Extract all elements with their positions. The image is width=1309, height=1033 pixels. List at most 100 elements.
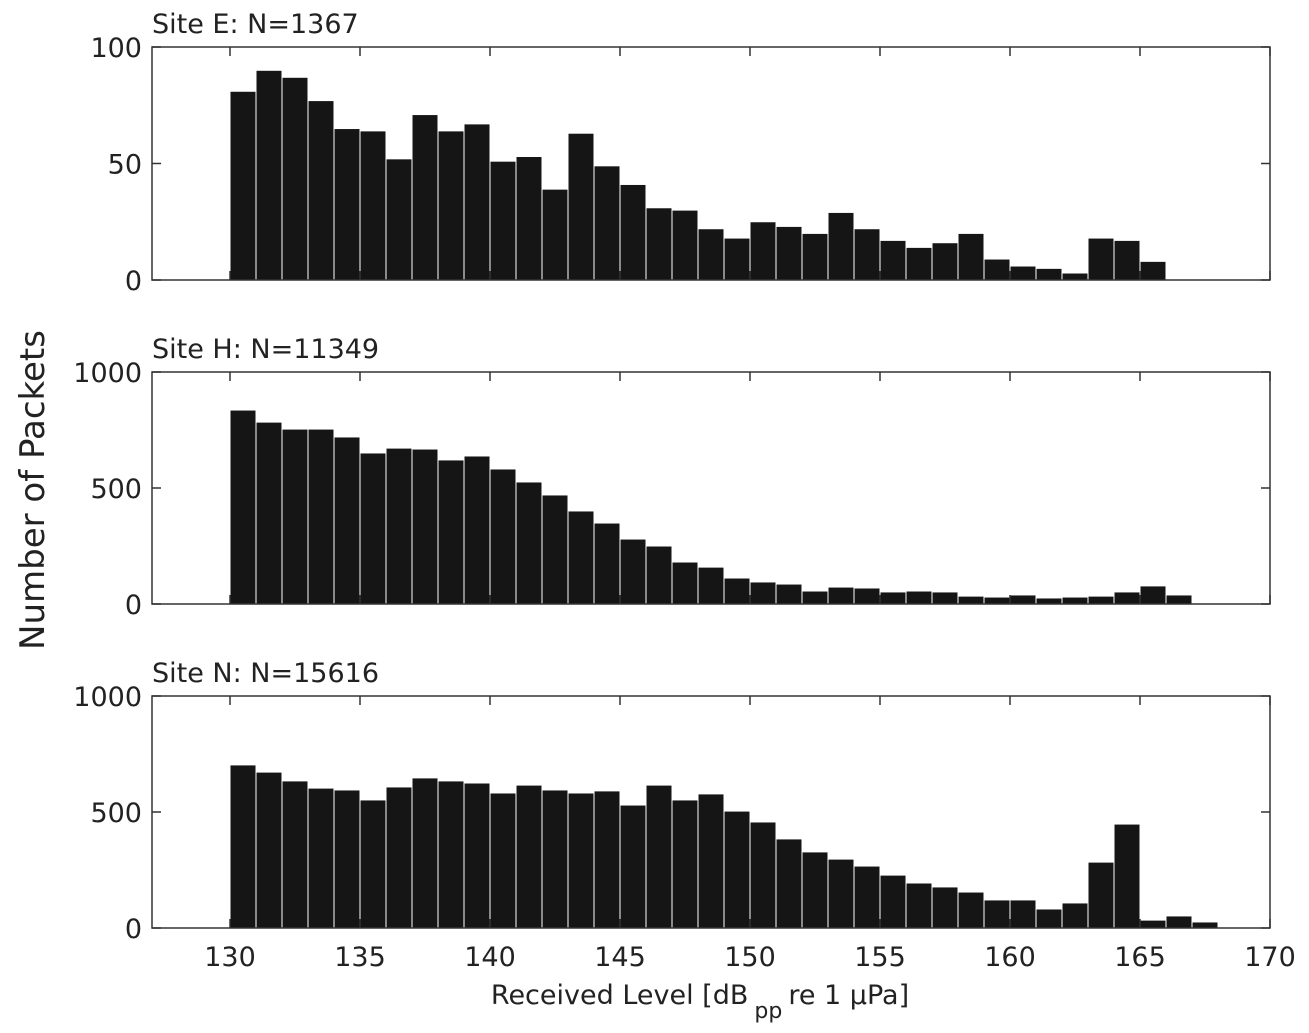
bar [645, 207, 673, 281]
chart-title: Site H: N=11349 [152, 334, 379, 365]
bar [853, 228, 881, 281]
x-tick-label: 140 [464, 942, 516, 973]
bar [1139, 585, 1167, 605]
bar [1113, 823, 1141, 929]
bar [281, 76, 309, 281]
bar [697, 228, 725, 281]
bar [957, 595, 985, 605]
bar [671, 209, 699, 281]
bar [905, 590, 933, 605]
bar [1165, 594, 1193, 605]
bar [1139, 919, 1167, 929]
bar [801, 851, 829, 929]
bar [359, 130, 387, 281]
bar [931, 886, 959, 929]
bar [255, 69, 283, 281]
bar [1139, 260, 1167, 281]
bar [255, 771, 283, 929]
bar [229, 409, 257, 605]
bar [515, 481, 543, 605]
x-tick-label: 135 [334, 942, 386, 973]
bar [541, 789, 569, 929]
bar [1113, 239, 1141, 281]
x-tick-label: 130 [204, 942, 256, 973]
bar [645, 784, 673, 929]
x-tick-label: 160 [984, 942, 1036, 973]
bar [411, 777, 439, 929]
chart-title: Site N: N=15616 [152, 658, 379, 689]
bar [411, 448, 439, 605]
bar [749, 821, 777, 929]
bar [931, 242, 959, 281]
bar [1035, 908, 1063, 929]
bar [1087, 861, 1115, 929]
x-tick-label: 165 [1114, 942, 1166, 973]
bar [463, 455, 491, 605]
bar [1191, 921, 1219, 929]
bar [827, 211, 855, 281]
bar [307, 100, 335, 281]
bar [1009, 899, 1037, 929]
bar [437, 130, 465, 281]
bar [645, 545, 673, 605]
bar [411, 114, 439, 281]
bar [489, 468, 517, 605]
bar [1035, 597, 1063, 605]
x-axis-label: Received Level [dBppre 1 μPa] [491, 980, 909, 1024]
bar [671, 561, 699, 605]
bar [333, 128, 361, 281]
bar [1113, 591, 1141, 605]
bar [385, 447, 413, 605]
bar [463, 782, 491, 929]
bar [463, 123, 491, 281]
bar [593, 165, 621, 281]
bar [489, 792, 517, 929]
bar [281, 428, 309, 605]
y-tick-label: 0 [125, 590, 142, 621]
bar [983, 258, 1011, 281]
x-label-part: Received Level [dB [491, 980, 748, 1011]
bar [593, 790, 621, 929]
bar [671, 799, 699, 929]
bar [879, 874, 907, 929]
bar [333, 789, 361, 929]
bar [515, 784, 543, 929]
y-tick-label: 500 [90, 798, 142, 829]
bar [229, 90, 257, 281]
bar [437, 459, 465, 605]
bar [775, 225, 803, 281]
bar [723, 237, 751, 281]
bar [385, 158, 413, 281]
bar [567, 792, 595, 929]
y-tick-label: 50 [108, 150, 142, 181]
y-tick-label: 1000 [73, 682, 142, 713]
bar [827, 586, 855, 605]
bar [775, 838, 803, 929]
bar [593, 522, 621, 605]
bar [723, 810, 751, 929]
y-tick-label: 0 [125, 914, 142, 945]
bar [801, 590, 829, 605]
y-tick-label: 500 [90, 474, 142, 505]
chart-title: Site E: N=1367 [152, 9, 359, 40]
bar [879, 239, 907, 281]
bar [541, 188, 569, 281]
bar [983, 899, 1011, 929]
y-axis-label: Number of Packets [13, 330, 53, 650]
bar [1087, 237, 1115, 281]
bar [489, 160, 517, 281]
bar [723, 577, 751, 605]
bar [905, 882, 933, 929]
y-tick-label: 1000 [73, 358, 142, 389]
bar [307, 428, 335, 605]
bar [1061, 272, 1089, 281]
bar [1061, 902, 1089, 929]
bar [1035, 267, 1063, 281]
y-tick-label: 0 [125, 266, 142, 297]
bar [1009, 265, 1037, 281]
y-tick-label: 100 [90, 33, 142, 64]
bar [333, 436, 361, 605]
bar [359, 799, 387, 929]
bar [879, 591, 907, 605]
